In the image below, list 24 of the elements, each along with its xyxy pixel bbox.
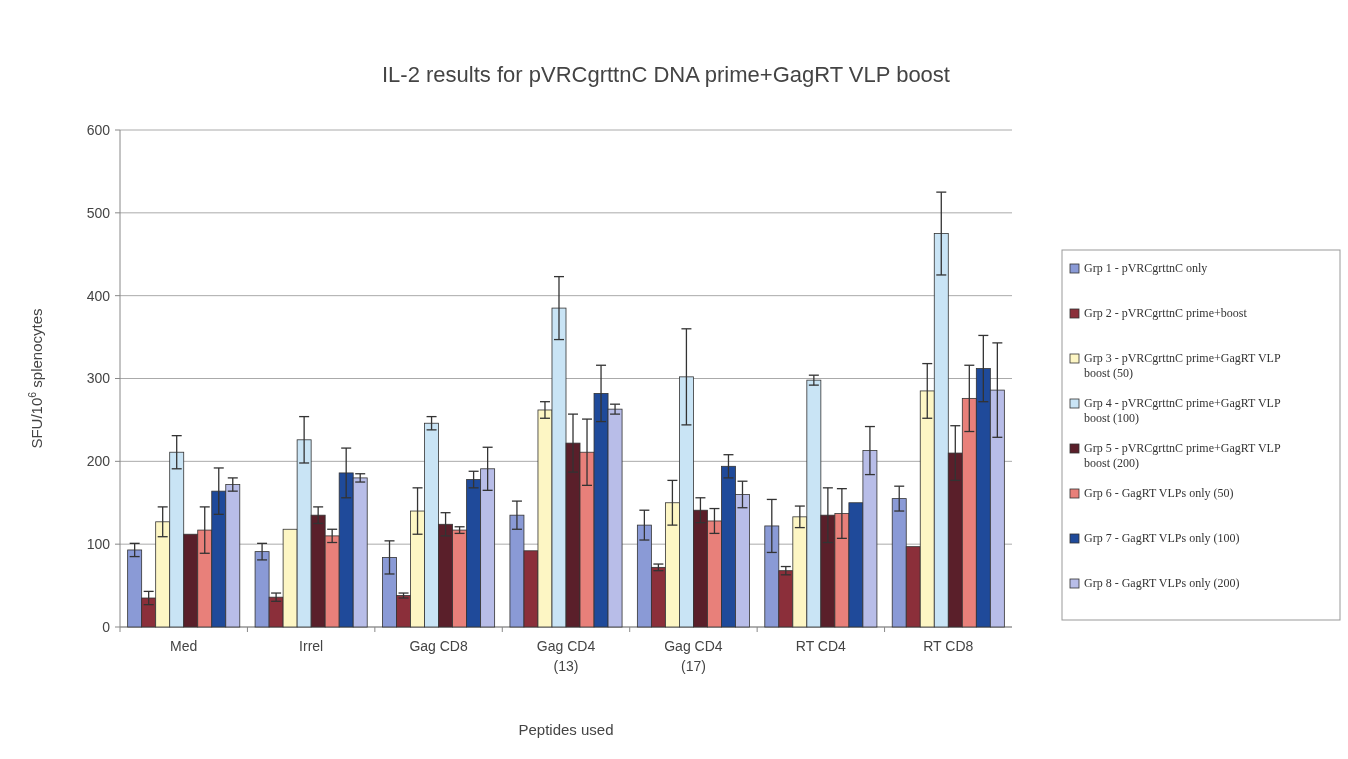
legend-label: Grp 7 - GagRT VLPs only (100)	[1084, 531, 1240, 545]
x-tick-label: Gag CD4 (13)	[536, 638, 596, 674]
x-tick-label: Gag CD4 (17)	[664, 638, 723, 674]
x-tick-label: Med	[170, 638, 198, 654]
chart-title: IL-2 results for pVRCgrttnC DNA prime+GagRT VLP boost	[382, 62, 950, 87]
x-tick-label: Irrel	[299, 638, 324, 654]
y-tick-label: 100	[86, 536, 111, 553]
legend-label: Grp 6 - GagRT VLPs only (50)	[1084, 486, 1234, 500]
x-tick-label: Gag CD8	[409, 638, 468, 654]
x-tick-label: RT CD4	[795, 638, 847, 654]
legend-label: Grp 8 - GagRT VLPs only (200)	[1084, 576, 1240, 590]
x-axis-title: Peptides used	[518, 721, 614, 738]
y-tick-label: 200	[86, 453, 111, 470]
legend-label: Grp 2 - pVRCgrttnC prime+boost	[1084, 306, 1248, 320]
y-tick-label: 500	[86, 204, 111, 221]
y-tick-label: 300	[86, 370, 111, 387]
legend-label: Grp 3 - pVRCgrttnC prime+GagRT VLP boost (50)	[1084, 351, 1281, 380]
y-tick-label: 0	[102, 618, 111, 635]
y-tick-label: 400	[86, 287, 111, 304]
x-tick-label: RT CD8	[923, 638, 974, 654]
legend-label: Grp 1 - pVRCgrttnC only	[1084, 261, 1208, 275]
legend-label: Grp 4 - pVRCgrttnC prime+GagRT VLP boost (100)	[1084, 396, 1281, 425]
y-tick-label: 600	[86, 121, 111, 138]
legend-label: Grp 5 - pVRCgrttnC prime+GagRT VLP boost (200)	[1084, 441, 1281, 470]
